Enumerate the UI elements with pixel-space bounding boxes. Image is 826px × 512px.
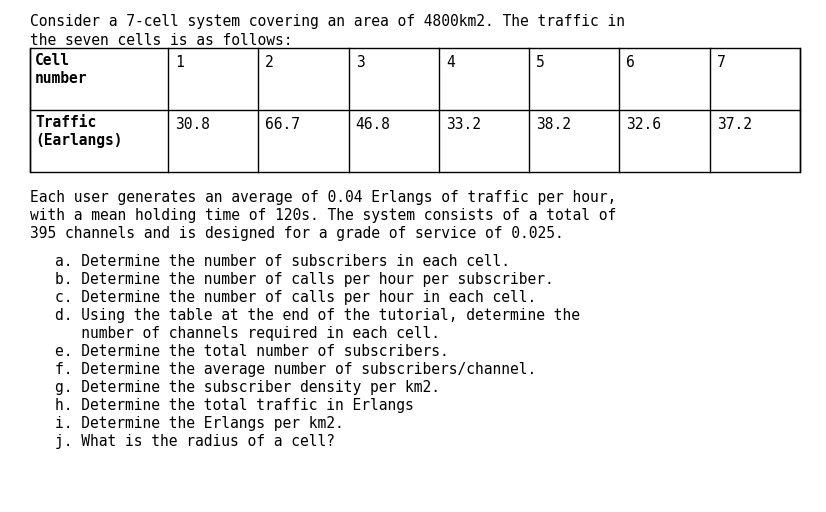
Text: g. Determine the subscriber density per km2.: g. Determine the subscriber density per … — [55, 380, 440, 395]
Text: 6: 6 — [626, 55, 635, 70]
Text: 30.8: 30.8 — [175, 117, 210, 132]
Text: 2: 2 — [265, 55, 274, 70]
Text: e. Determine the total number of subscribers.: e. Determine the total number of subscri… — [55, 344, 449, 359]
Text: number: number — [35, 71, 88, 86]
Text: 66.7: 66.7 — [265, 117, 301, 132]
Text: i. Determine the Erlangs per km2.: i. Determine the Erlangs per km2. — [55, 416, 344, 431]
Text: 3: 3 — [355, 55, 364, 70]
Text: 46.8: 46.8 — [355, 117, 391, 132]
Text: f. Determine the average number of subscribers/channel.: f. Determine the average number of subsc… — [55, 362, 536, 377]
Text: c. Determine the number of calls per hour in each cell.: c. Determine the number of calls per hou… — [55, 290, 536, 305]
Text: 395 channels and is designed for a grade of service of 0.025.: 395 channels and is designed for a grade… — [30, 226, 564, 241]
Text: b. Determine the number of calls per hour per subscriber.: b. Determine the number of calls per hou… — [55, 272, 553, 287]
Bar — [30, 48, 800, 172]
Text: d. Using the table at the end of the tutorial, determine the: d. Using the table at the end of the tut… — [55, 308, 580, 323]
Text: 5: 5 — [536, 55, 545, 70]
Text: Consider a 7-cell system covering an area of 4800km2. The traffic in: Consider a 7-cell system covering an are… — [30, 14, 625, 29]
Text: Cell: Cell — [35, 53, 70, 68]
Text: 38.2: 38.2 — [536, 117, 571, 132]
Text: the seven cells is as follows:: the seven cells is as follows: — [30, 33, 292, 48]
Text: 37.2: 37.2 — [717, 117, 752, 132]
Text: h. Determine the total traffic in Erlangs: h. Determine the total traffic in Erlang… — [55, 398, 414, 413]
Text: Each user generates an average of 0.04 Erlangs of traffic per hour,: Each user generates an average of 0.04 E… — [30, 190, 616, 205]
Text: (Earlangs): (Earlangs) — [35, 133, 122, 148]
Text: with a mean holding time of 120s. The system consists of a total of: with a mean holding time of 120s. The sy… — [30, 208, 616, 223]
Text: 33.2: 33.2 — [446, 117, 481, 132]
Text: 4: 4 — [446, 55, 454, 70]
Text: 7: 7 — [717, 55, 725, 70]
Text: 32.6: 32.6 — [626, 117, 662, 132]
Text: 1: 1 — [175, 55, 183, 70]
Text: a. Determine the number of subscribers in each cell.: a. Determine the number of subscribers i… — [55, 254, 510, 269]
Text: Traffic: Traffic — [35, 115, 97, 130]
Text: j. What is the radius of a cell?: j. What is the radius of a cell? — [55, 434, 335, 449]
Text: number of channels required in each cell.: number of channels required in each cell… — [55, 326, 440, 341]
